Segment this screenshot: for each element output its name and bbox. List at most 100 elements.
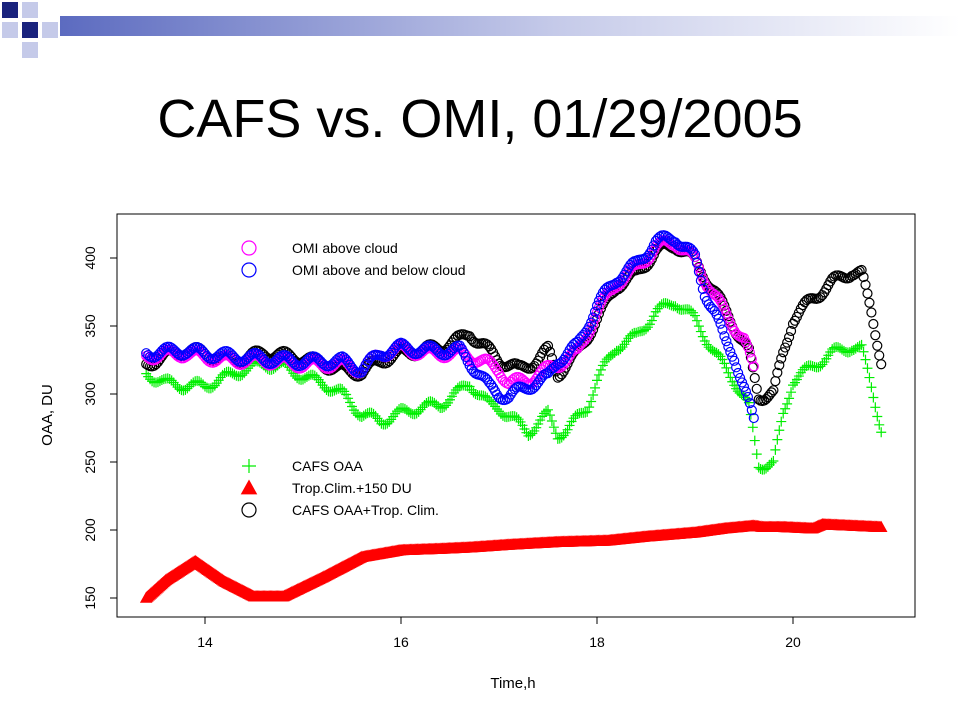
data-point bbox=[723, 313, 734, 324]
data-point bbox=[872, 340, 883, 351]
legend-label: Trop.Clim.+150 DU bbox=[292, 480, 412, 496]
data-point bbox=[693, 262, 705, 274]
header-square bbox=[22, 2, 38, 18]
data-point bbox=[548, 422, 559, 433]
data-point bbox=[751, 449, 762, 460]
data-point bbox=[747, 422, 758, 433]
data-point bbox=[778, 347, 789, 358]
data-point bbox=[725, 346, 736, 357]
data-point bbox=[586, 396, 597, 407]
data-point bbox=[817, 359, 828, 370]
data-point bbox=[736, 377, 748, 388]
legend-symbol bbox=[241, 262, 257, 278]
x-axis-label: Time,h bbox=[490, 675, 535, 692]
data-point bbox=[687, 246, 699, 257]
legend-symbol bbox=[242, 459, 256, 473]
y-tick-label: 250 bbox=[82, 450, 98, 474]
data-point bbox=[776, 353, 787, 364]
data-point bbox=[580, 407, 591, 418]
data-point bbox=[376, 350, 387, 361]
data-point bbox=[866, 382, 877, 393]
plot-frame bbox=[116, 213, 916, 618]
data-point bbox=[864, 372, 875, 383]
header-square bbox=[22, 22, 38, 38]
data-point bbox=[743, 343, 755, 354]
header-square bbox=[42, 22, 58, 38]
series-omi-above-cloud bbox=[141, 235, 759, 390]
y-tick-label: 300 bbox=[82, 382, 98, 406]
data-point bbox=[343, 393, 354, 404]
data-point bbox=[772, 434, 783, 445]
data-point bbox=[721, 336, 732, 347]
data-point bbox=[203, 352, 215, 364]
data-point bbox=[542, 340, 554, 351]
header-square bbox=[42, 2, 58, 18]
y-axis-label: OAA, DU bbox=[39, 384, 56, 446]
data-point bbox=[488, 398, 499, 409]
data-point bbox=[544, 346, 556, 357]
data-point bbox=[721, 362, 732, 373]
data-point bbox=[586, 317, 597, 328]
header-decoration bbox=[2, 2, 960, 58]
data-point bbox=[774, 360, 785, 371]
data-point bbox=[588, 390, 599, 401]
data-point bbox=[188, 343, 199, 354]
data-point bbox=[713, 349, 724, 360]
data-point bbox=[595, 364, 606, 375]
legend-symbol bbox=[240, 479, 258, 495]
data-point bbox=[564, 420, 575, 431]
data-point bbox=[768, 385, 779, 396]
data-point bbox=[742, 391, 754, 403]
data-point bbox=[697, 331, 708, 342]
chart-axes: 14 16 18 20 150 200 250 300 350 400 bbox=[82, 246, 801, 650]
data-point bbox=[717, 324, 728, 335]
legend-symbol bbox=[241, 240, 257, 256]
data-point bbox=[738, 381, 750, 392]
data-point bbox=[770, 444, 781, 455]
data-point bbox=[589, 306, 601, 317]
data-point bbox=[337, 384, 348, 395]
data-point bbox=[770, 375, 781, 387]
legend-label: CAFS OAA bbox=[292, 458, 363, 474]
data-point bbox=[862, 288, 873, 299]
data-point bbox=[783, 332, 795, 343]
data-point bbox=[746, 405, 757, 416]
legend-middle: CAFS OAA Trop.Clim.+150 DU CAFS OAA+Trop. … bbox=[240, 458, 439, 518]
data-point bbox=[546, 416, 557, 427]
x-tick-label: 18 bbox=[589, 634, 605, 650]
data-point bbox=[782, 337, 793, 348]
data-point bbox=[785, 325, 797, 337]
data-point bbox=[586, 324, 597, 335]
x-tick-label: 14 bbox=[197, 634, 213, 650]
header-square bbox=[2, 22, 18, 38]
y-tick-label: 200 bbox=[82, 518, 98, 542]
legend-symbol bbox=[241, 502, 257, 518]
data-point bbox=[856, 339, 867, 350]
legend-label: OMI above and below cloud bbox=[292, 262, 466, 278]
data-point bbox=[868, 318, 879, 330]
data-point bbox=[719, 303, 730, 315]
data-point bbox=[786, 387, 797, 398]
data-point bbox=[872, 411, 883, 422]
data-point bbox=[744, 398, 755, 409]
data-point bbox=[866, 307, 877, 318]
data-point bbox=[733, 367, 744, 379]
data-point bbox=[717, 299, 728, 310]
data-point bbox=[784, 393, 795, 404]
data-point bbox=[527, 428, 538, 439]
header-bar bbox=[60, 16, 960, 36]
data-point bbox=[719, 331, 730, 342]
data-point bbox=[591, 300, 603, 311]
data-point bbox=[749, 435, 760, 446]
data-point bbox=[778, 408, 789, 419]
data-point bbox=[876, 359, 887, 370]
data-point bbox=[745, 352, 756, 363]
data-point bbox=[715, 318, 726, 329]
data-point bbox=[593, 369, 604, 380]
data-point bbox=[874, 520, 888, 533]
data-point bbox=[695, 268, 706, 279]
x-tick-label: 20 bbox=[785, 634, 801, 650]
data-point bbox=[617, 342, 628, 353]
data-point bbox=[868, 392, 879, 403]
data-point bbox=[550, 428, 561, 439]
